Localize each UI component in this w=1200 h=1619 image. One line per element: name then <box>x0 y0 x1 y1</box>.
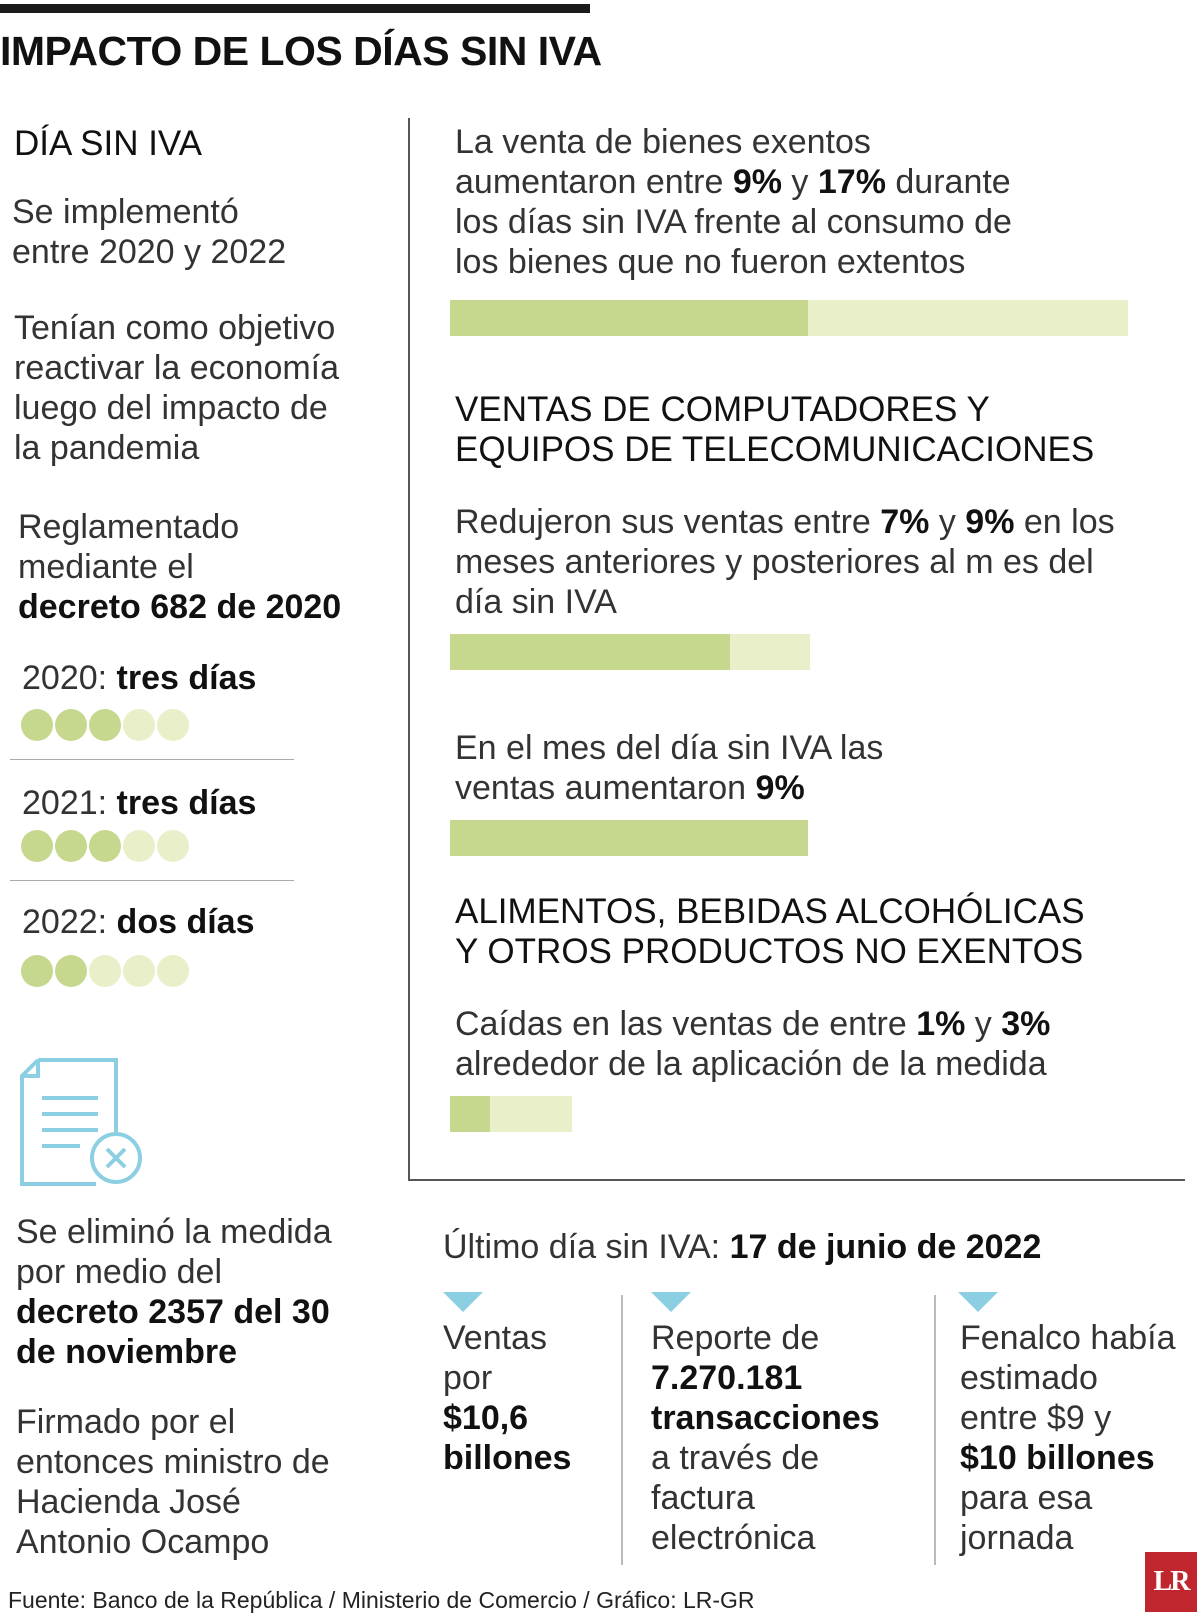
block1-bar <box>450 300 1128 336</box>
day-dot-filled <box>55 955 87 987</box>
year-2020-label: 2020: tres días <box>22 659 257 697</box>
triangle-down-icon <box>651 1292 691 1312</box>
block2-text: Redujeron sus ventas entre 7% y 9% en lo… <box>455 503 1115 621</box>
triangle-down-icon <box>443 1292 483 1312</box>
block3-text: En el mes del día sin IVA las ventas aum… <box>455 729 884 807</box>
vertical-divider <box>408 118 410 1181</box>
year-2021-label: 2021: tres días <box>22 784 257 822</box>
day-dot-filled <box>89 830 121 862</box>
day-dot-filled <box>21 709 53 741</box>
last-day-text: Último día sin IVA: 17 de junio de 2022 <box>443 1228 1042 1266</box>
left-heading: DÍA SIN IVA <box>14 124 203 163</box>
section3-title: ALIMENTOS, BEBIDAS ALCOHÓLICAS Y OTROS P… <box>455 892 1085 971</box>
day-dot-empty <box>123 830 155 862</box>
day-dot-filled <box>55 709 87 741</box>
col1-text: Ventas por $10,6 billones <box>443 1319 572 1477</box>
day-dot-empty <box>157 955 189 987</box>
day-dot-empty <box>123 709 155 741</box>
col2-text: Reporte de 7.270.181 transacciones a tra… <box>651 1319 880 1557</box>
regulated-text: Reglamentado mediante el decreto 682 de … <box>18 508 342 626</box>
lr-logo: LR <box>1145 1552 1197 1612</box>
top-rule <box>0 4 590 13</box>
triangle-down-icon <box>958 1292 998 1312</box>
bar-rest <box>730 634 810 670</box>
horizontal-divider <box>408 1179 1185 1181</box>
day-dot-empty <box>123 955 155 987</box>
col3-text: Fenalco había estimado entre $9 y $10 bi… <box>960 1319 1176 1557</box>
block1-text: La venta de bienes exentos aumentaron en… <box>455 123 1012 281</box>
column-divider <box>621 1295 623 1565</box>
day-dot-filled <box>21 955 53 987</box>
block3-bar <box>450 820 808 856</box>
bar-rest <box>490 1096 572 1132</box>
bar-rest <box>808 300 1128 336</box>
column-divider <box>934 1295 936 1565</box>
day-dot-empty <box>157 709 189 741</box>
year-2022-label: 2022: dos días <box>22 903 255 941</box>
block4-text: Caídas en las ventas de entre 1% y 3% al… <box>455 1005 1051 1083</box>
section2-title: VENTAS DE COMPUTADORES Y EQUIPOS DE TELE… <box>455 390 1095 469</box>
implemented-text: Se implementó entre 2020 y 2022 <box>12 193 287 271</box>
block2-bar <box>450 634 810 670</box>
page-title: IMPACTO DE LOS DÍAS SIN IVA <box>0 28 602 74</box>
bar-fill <box>450 634 730 670</box>
source-line: Fuente: Banco de la República / Minister… <box>8 1587 755 1613</box>
bar-fill <box>450 300 808 336</box>
separator <box>10 880 294 881</box>
block4-bar <box>450 1096 572 1132</box>
objective-text: Tenían como objetivo reactivar la econom… <box>14 309 340 467</box>
signed-text: Firmado por el entonces ministro de Haci… <box>16 1403 330 1561</box>
separator <box>10 759 294 760</box>
bar-fill <box>450 1096 490 1132</box>
eliminated-text: Se eliminó la medida por medio del decre… <box>16 1213 332 1371</box>
year-2020-dots <box>21 709 189 741</box>
day-dot-empty <box>89 955 121 987</box>
day-dot-empty <box>157 830 189 862</box>
day-dot-filled <box>89 709 121 741</box>
year-2021-dots <box>21 830 189 862</box>
document-x-icon <box>20 1058 145 1193</box>
bar-fill <box>450 820 808 856</box>
year-2022-dots <box>21 955 189 987</box>
day-dot-filled <box>21 830 53 862</box>
day-dot-filled <box>55 830 87 862</box>
